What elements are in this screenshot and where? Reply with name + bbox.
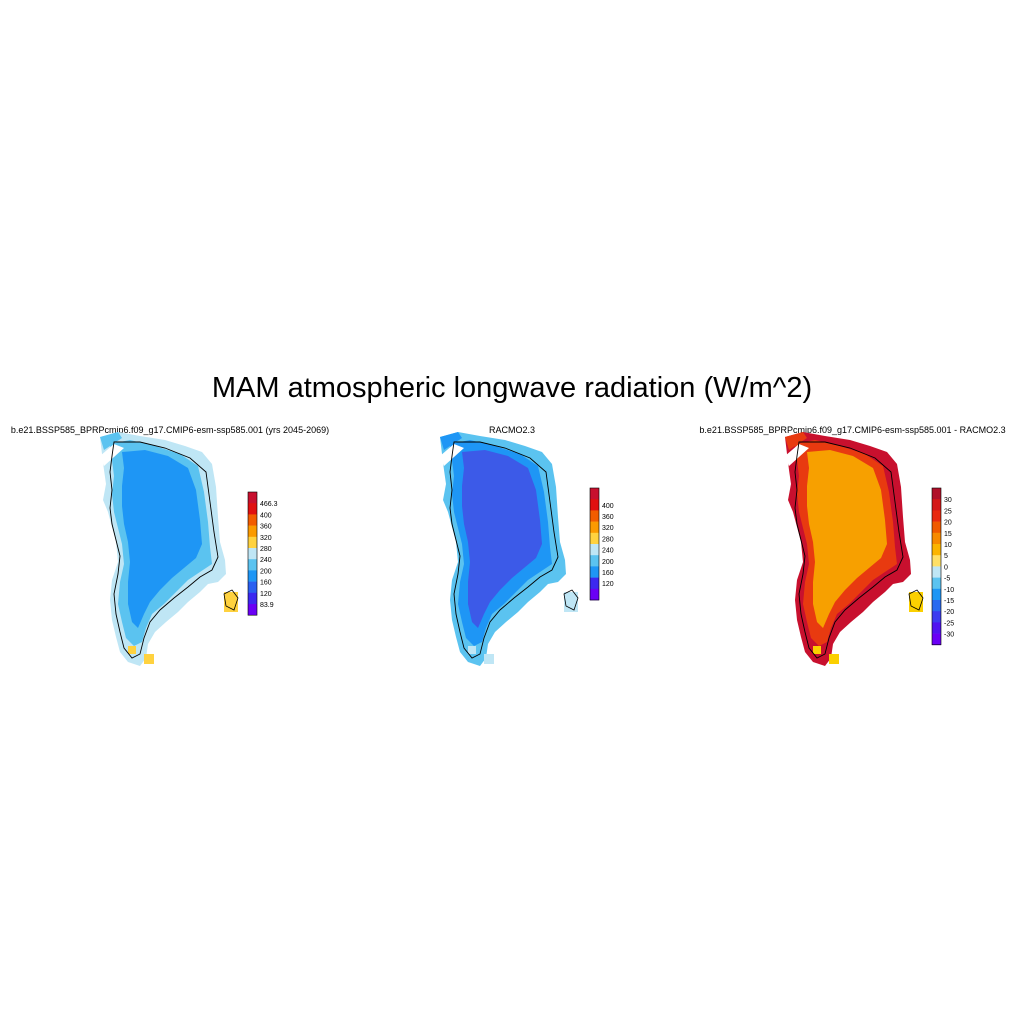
colorbar: 30 25 20 15 10 5 0 -5 -10 -15 -20 -25 -30	[931, 487, 954, 646]
coastline	[109, 441, 219, 659]
colorbar-segment	[248, 592, 257, 605]
colorbar-tick-label: 5	[944, 553, 948, 560]
colorbar-tick-label: 320	[602, 525, 614, 532]
colorbar-tick-label: 15	[944, 531, 952, 538]
colorbar-tick-label: 0	[944, 564, 948, 571]
colorbar-tick-label: 120	[260, 591, 272, 598]
interior-zone	[122, 450, 202, 628]
colorbar-segment	[932, 577, 941, 590]
north-tip	[785, 432, 807, 450]
colorbar-tick-label: 240	[260, 557, 272, 564]
south-hotspot	[468, 646, 476, 654]
colorbar-tick-label: 466.3	[260, 501, 278, 508]
colorbar-segment	[590, 499, 599, 511]
south-hotspot	[128, 646, 136, 654]
north-tip	[440, 432, 462, 450]
colorbar-segment	[932, 633, 941, 646]
figure-title: MAM atmospheric longwave radiation (W/m^…	[211, 372, 813, 404]
colorbar-tick-label: 83.9	[260, 602, 274, 609]
colorbar-segment	[932, 521, 941, 534]
colorbar-segment	[590, 566, 599, 578]
colorbar-tick-label: 400	[602, 503, 614, 510]
iceland-coastline	[563, 589, 579, 611]
coastline	[794, 441, 904, 659]
colorbar-tick-label: 10	[944, 542, 952, 549]
colorbar-segment	[248, 525, 257, 538]
greenland-map-difference: 30 25 20 15 10 5 0 -5 -10 -15 -20 -25 -30	[785, 432, 954, 666]
colorbar-segment	[248, 503, 257, 515]
interior-zone	[807, 450, 887, 628]
south-hotspot	[829, 654, 839, 664]
colorbar-segment	[590, 588, 599, 601]
colorbar-segment	[932, 532, 941, 545]
colorbar-segment	[248, 514, 257, 526]
panel-2-title: RACMO2.3	[488, 425, 535, 435]
colorbar-tick-label: 280	[602, 536, 614, 543]
iceland-coastline	[908, 589, 924, 611]
south-hotspot	[484, 654, 494, 664]
colorbar-tick-label: 320	[260, 535, 272, 542]
colorbar-segment	[932, 566, 941, 578]
colorbar-tick-label: -30	[944, 632, 954, 639]
colorbar: 400 360 320 280 240 200 160 120	[589, 487, 614, 601]
colorbar-segment	[932, 588, 941, 601]
colorbar-tick-label: 360	[260, 524, 272, 531]
colorbar-segment	[590, 510, 599, 522]
colorbar-segment	[248, 536, 257, 549]
colorbar-tick-label: 360	[602, 514, 614, 521]
colorbar-tick-label: 240	[602, 548, 614, 555]
colorbar-segment	[932, 499, 941, 511]
colorbar-tick-label: 160	[260, 580, 272, 587]
colorbar-tick-label: 25	[944, 508, 952, 515]
colorbar-tick-label: 160	[602, 570, 614, 577]
colorbar-tick-label: -25	[944, 620, 954, 627]
colorbar-segment	[248, 581, 257, 594]
colorbar-tick-label: 400	[260, 512, 272, 519]
colorbar-segment	[932, 600, 941, 612]
colorbar-segment	[590, 544, 599, 556]
colorbar-segment	[248, 548, 257, 560]
colorbar-tick-label: -10	[944, 587, 954, 594]
north-tip	[100, 432, 122, 450]
colorbar-segment	[932, 622, 941, 634]
colorbar-segment	[248, 559, 257, 571]
interior-zone	[462, 450, 542, 628]
colorbar-segment	[590, 488, 599, 500]
south-hotspot	[144, 654, 154, 664]
colorbar-tick-label: -20	[944, 609, 954, 616]
colorbar-segment	[590, 521, 599, 534]
colorbar-tick-label: -5	[944, 576, 950, 583]
colorbar-segment	[932, 510, 941, 522]
greenland-map-model: 466.3 400 360 320 280 240 200 160 120 83.9	[100, 432, 278, 666]
colorbar-tick-label: 20	[944, 520, 952, 527]
panel-3-title: b.e21.BSSP585_BPRPcmip6.f09_g17.CMIP6-es…	[699, 425, 1006, 435]
colorbar-tick-label: -15	[944, 598, 954, 605]
colorbar-segment	[932, 488, 941, 500]
colorbar-tick-label: 200	[602, 559, 614, 566]
panel-1-title: b.e21.BSSP585_BPRPcmip6.f09_g17.CMIP6-es…	[10, 425, 330, 435]
greenland-map-racmo: 400 360 320 280 240 200 160 120	[440, 432, 614, 666]
colorbar-segment	[248, 492, 257, 504]
colorbar-segment	[590, 577, 599, 590]
colorbar-segment	[248, 604, 257, 616]
colorbar-tick-label: 200	[260, 568, 272, 575]
colorbar-tick-label: 280	[260, 546, 272, 553]
colorbar-segment	[932, 611, 941, 623]
colorbar-segment	[590, 555, 599, 567]
colorbar: 466.3 400 360 320 280 240 200 160 120 83.9	[247, 491, 278, 616]
iceland-coastline	[223, 589, 239, 611]
colorbar-segment	[932, 555, 941, 567]
colorbar-tick-label: 30	[944, 497, 952, 504]
south-hotspot	[813, 646, 821, 654]
coastline	[449, 441, 559, 659]
colorbar-segment	[590, 532, 599, 545]
colorbar-segment	[932, 544, 941, 556]
colorbar-tick-label: 120	[602, 581, 614, 588]
colorbar-segment	[248, 570, 257, 582]
